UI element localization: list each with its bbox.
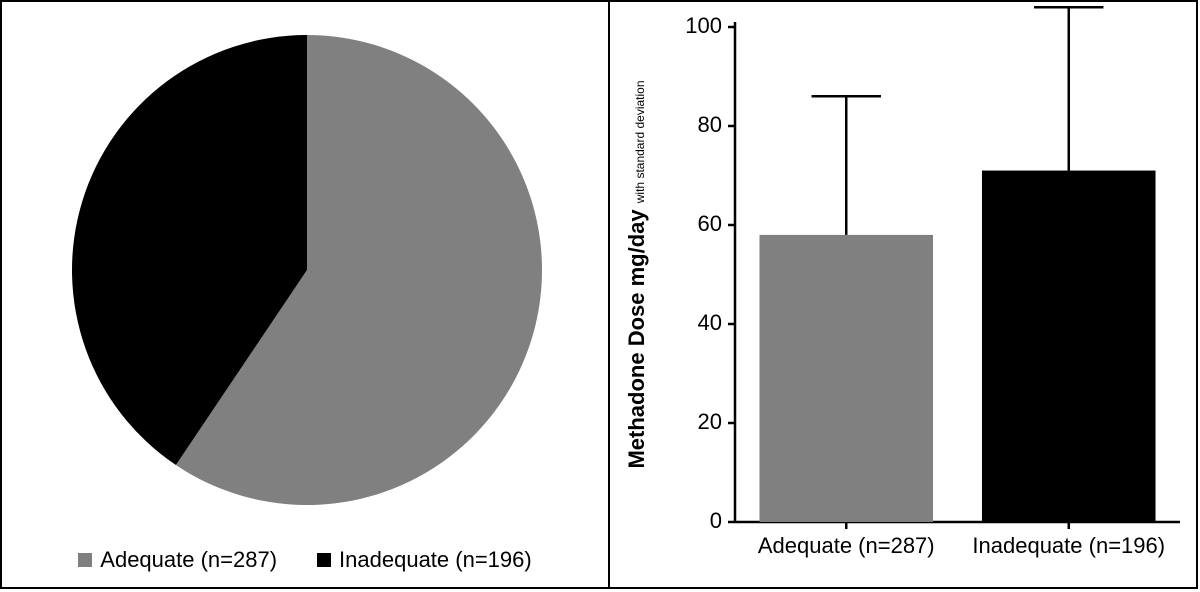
legend-item-inadequate: Inadequate (n=196) — [317, 547, 532, 573]
svg-text:Methadone Dose mg/day with sta: Methadone Dose mg/day with standard devi… — [624, 80, 649, 468]
svg-text:Adequate (n=287): Adequate (n=287) — [758, 533, 935, 558]
bar-plot: 0 20 40 60 80 100 Adequate (n=287) Inadequate (… — [610, 2, 1196, 587]
bar-chart: 0 20 40 60 80 100 Adequate (n=287) Inadequate (… — [610, 2, 1196, 587]
legend-label-inadequate: Inadequate (n=196) — [339, 547, 532, 573]
pie-chart — [2, 10, 608, 530]
legend-item-adequate: Adequate (n=287) — [78, 547, 277, 573]
legend-label-adequate: Adequate (n=287) — [100, 547, 277, 573]
svg-text:0: 0 — [710, 508, 722, 533]
svg-text:100: 100 — [685, 13, 722, 38]
legend-swatch-adequate — [78, 553, 92, 567]
figure: Adequate (n=287) Inadequate (n=196) 0 20 4… — [0, 0, 1200, 589]
svg-text:80: 80 — [698, 112, 722, 137]
pie-legend: Adequate (n=287) Inadequate (n=196) — [2, 537, 608, 587]
svg-text:60: 60 — [698, 211, 722, 236]
pie-panel: Adequate (n=287) Inadequate (n=196) — [0, 0, 610, 589]
pie-wrap — [2, 2, 608, 537]
svg-text:Inadequate (n=196): Inadequate (n=196) — [972, 533, 1165, 558]
bar-panel: 0 20 40 60 80 100 Adequate (n=287) Inadequate (… — [608, 0, 1198, 589]
svg-text:20: 20 — [698, 409, 722, 434]
svg-text:40: 40 — [698, 310, 722, 335]
legend-swatch-inadequate — [317, 553, 331, 567]
